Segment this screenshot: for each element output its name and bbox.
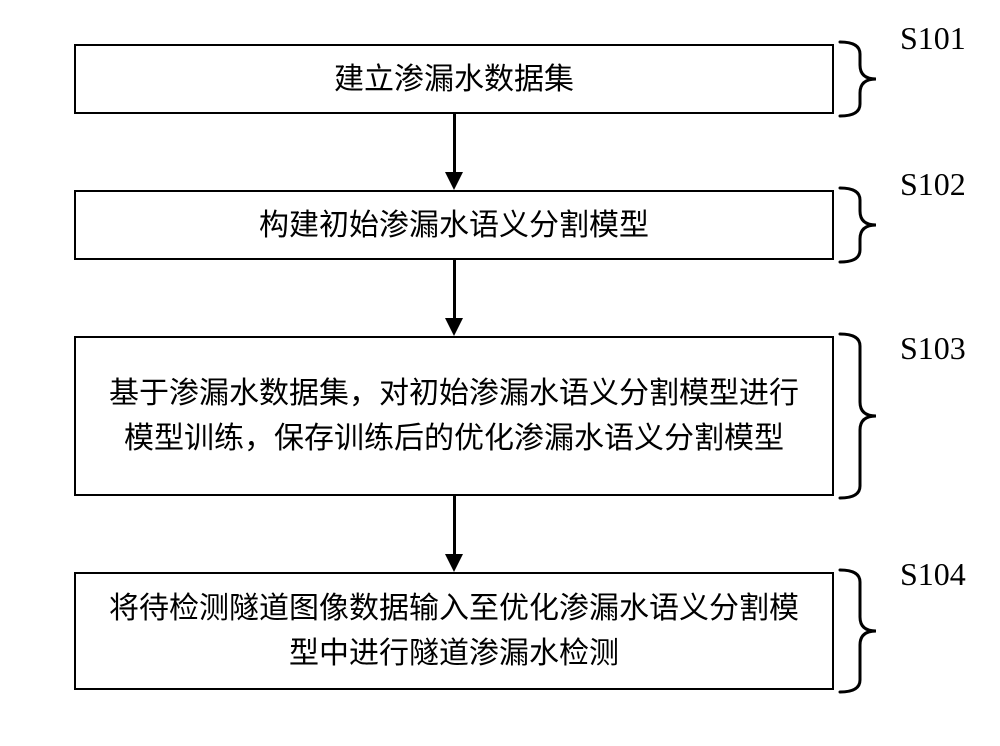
flowchart-canvas: 建立渗漏水数据集 S101 构建初始渗漏水语义分割模型 S102 基于渗漏水数据集，对初… xyxy=(0,0,1000,746)
step-text: 将待检测隧道图像数据输入至优化渗漏水语义分割模型中进行隧道渗漏水检测 xyxy=(96,586,812,676)
step-label-s102: S102 xyxy=(900,166,966,203)
step-text: 构建初始渗漏水语义分割模型 xyxy=(259,203,649,248)
brace-icon xyxy=(838,40,878,118)
step-box-s103: 基于渗漏水数据集，对初始渗漏水语义分割模型进行模型训练，保存训练后的优化渗漏水语… xyxy=(74,336,834,496)
arrow-shaft xyxy=(453,114,456,172)
step-text: 建立渗漏水数据集 xyxy=(334,57,574,102)
arrow-head-icon xyxy=(445,318,463,336)
step-label-s101: S101 xyxy=(900,20,966,57)
arrow-head-icon xyxy=(445,172,463,190)
step-box-s102: 构建初始渗漏水语义分割模型 xyxy=(74,190,834,260)
arrow-head-icon xyxy=(445,554,463,572)
step-label-s104: S104 xyxy=(900,556,966,593)
brace-icon xyxy=(838,568,878,694)
step-label-s103: S103 xyxy=(900,330,966,367)
brace-icon xyxy=(838,186,878,264)
step-text: 基于渗漏水数据集，对初始渗漏水语义分割模型进行模型训练，保存训练后的优化渗漏水语… xyxy=(96,371,812,461)
step-box-s101: 建立渗漏水数据集 xyxy=(74,44,834,114)
arrow-shaft xyxy=(453,496,456,554)
arrow-shaft xyxy=(453,260,456,318)
step-box-s104: 将待检测隧道图像数据输入至优化渗漏水语义分割模型中进行隧道渗漏水检测 xyxy=(74,572,834,690)
brace-icon xyxy=(838,332,878,500)
